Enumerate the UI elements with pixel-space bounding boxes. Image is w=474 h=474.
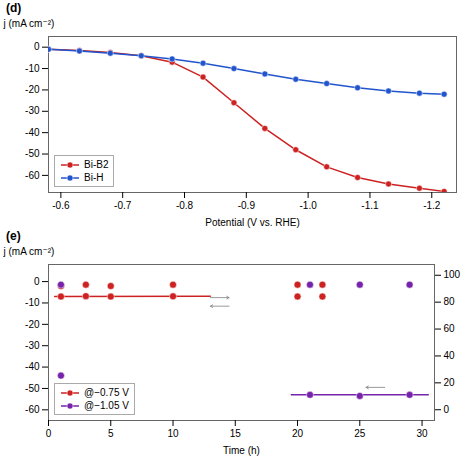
svg-text:-1.0: -1.0 (300, 200, 318, 211)
svg-text:Time (h): Time (h) (223, 445, 260, 456)
svg-text:-1.2: -1.2 (423, 200, 441, 211)
svg-text:-60: -60 (25, 404, 40, 415)
svg-text:40: 40 (444, 350, 456, 361)
svg-text:Potential (V vs. RHE): Potential (V vs. RHE) (205, 217, 299, 228)
svg-text:15: 15 (230, 428, 242, 439)
svg-text:-40: -40 (25, 361, 40, 372)
svg-text:80: 80 (444, 296, 456, 307)
svg-text:j (mA cm⁻²): j (mA cm⁻²) (3, 246, 55, 257)
svg-text:30: 30 (416, 428, 428, 439)
svg-text:-40: -40 (25, 127, 40, 138)
svg-text:-60: -60 (25, 170, 40, 181)
svg-text:0: 0 (34, 41, 40, 52)
html-text:@−1.05 V: @−1.05 V (84, 400, 129, 411)
svg-text:-50: -50 (25, 148, 40, 159)
svg-text:-20: -20 (25, 84, 40, 95)
svg-text:-0.9: -0.9 (238, 200, 256, 211)
svg-text:5: 5 (108, 428, 114, 439)
html-text:Bi-B2: Bi-B2 (84, 159, 109, 170)
svg-text:j (mA cm⁻²): j (mA cm⁻²) (3, 18, 55, 29)
svg-text:100: 100 (444, 269, 461, 280)
svg-text:20: 20 (292, 428, 304, 439)
svg-text:-50: -50 (25, 383, 40, 394)
svg-text:0: 0 (444, 404, 450, 415)
svg-text:-10: -10 (25, 297, 40, 308)
svg-text:-30: -30 (25, 105, 40, 116)
svg-text:0: 0 (34, 276, 40, 287)
svg-text:20: 20 (444, 377, 456, 388)
svg-text:-30: -30 (25, 340, 40, 351)
svg-text:-20: -20 (25, 319, 40, 330)
html-text:(e): (e) (6, 229, 21, 243)
html-text:(d): (d) (6, 1, 22, 15)
html-text:@−0.75 V: @−0.75 V (84, 387, 129, 398)
svg-text:-10: -10 (25, 63, 40, 74)
html-text:Bi-H: Bi-H (84, 172, 104, 183)
svg-text:-0.7: -0.7 (114, 200, 132, 211)
svg-text:60: 60 (444, 323, 456, 334)
svg-text:0: 0 (46, 428, 52, 439)
svg-text:-1.1: -1.1 (361, 200, 379, 211)
svg-text:-0.8: -0.8 (176, 200, 194, 211)
svg-text:-0.6: -0.6 (52, 200, 70, 211)
svg-text:25: 25 (354, 428, 366, 439)
svg-text:10: 10 (167, 428, 179, 439)
